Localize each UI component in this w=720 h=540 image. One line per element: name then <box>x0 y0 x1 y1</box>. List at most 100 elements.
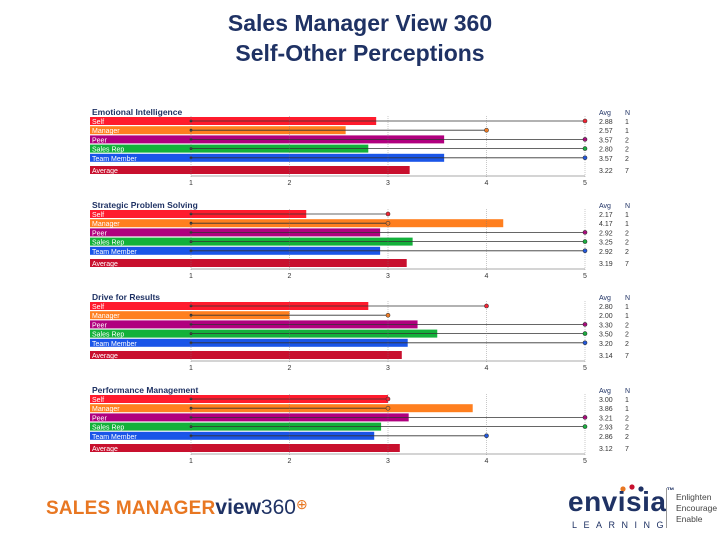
row-label: Team Member <box>92 249 137 256</box>
x-tick-label: 4 <box>485 180 489 187</box>
n-value: 2 <box>625 415 629 422</box>
x-tick-label: 5 <box>583 458 587 465</box>
row-label: Self <box>92 212 104 219</box>
x-tick-label: 4 <box>485 458 489 465</box>
avg-column-header: Avg <box>599 388 611 395</box>
page-title: Sales Manager View 360 Self-Other Percep… <box>0 8 720 68</box>
logo-dot <box>620 486 626 492</box>
envisia-learning-logo: envisia™ LEARNING Enlighten Encourage En… <box>568 482 718 538</box>
average-avg-value: 3.12 <box>599 446 613 453</box>
x-tick-label: 2 <box>288 365 292 372</box>
n-column-header: N <box>625 110 630 117</box>
range-end-point <box>484 433 489 439</box>
average-n-value: 7 <box>625 261 629 268</box>
avg-value: 2.57 <box>599 128 613 135</box>
chart-section-4: Performance Management Avg N Self 3.00 1 Manag… <box>90 385 630 465</box>
n-column-header: N <box>625 388 630 395</box>
range-start-point <box>189 231 193 234</box>
row-label: Manager <box>92 221 120 228</box>
x-tick-label: 1 <box>189 273 193 280</box>
x-tick-label: 4 <box>485 365 489 372</box>
average-avg-value: 3.19 <box>599 261 613 268</box>
tagline-2: Encourage <box>676 503 718 513</box>
row-label: Sales Rep <box>92 147 124 154</box>
chart-section-1: Emotional Intelligence Avg N Self 2.88 1 Manag… <box>90 107 630 187</box>
avg-value: 3.00 <box>599 397 613 404</box>
chart-title: Emotional Intelligence <box>92 107 182 117</box>
x-tick-label: 1 <box>189 180 193 187</box>
row-label: Team Member <box>92 156 137 163</box>
logo-taglines: Enlighten Encourage Enable <box>676 492 717 525</box>
avg-value: 3.30 <box>599 322 613 329</box>
avg-column-header: Avg <box>599 295 611 302</box>
range-start-point <box>189 434 193 438</box>
logo-dots-icon <box>620 484 644 492</box>
logo-text-view: view <box>215 496 261 519</box>
chart-section-3: Drive for Results Avg N Self 2.80 1 Manager 2.0… <box>90 292 630 372</box>
row-label: Manager <box>92 313 120 320</box>
average-avg-value: 3.14 <box>599 353 613 360</box>
logo-dot <box>638 486 644 492</box>
row-label: Sales Rep <box>92 240 124 247</box>
range-start-point <box>189 156 193 160</box>
range-end-point <box>582 137 588 142</box>
logo-plus-icon: ⊕ <box>295 496 308 512</box>
n-value: 2 <box>625 230 629 237</box>
avg-value: 3.25 <box>599 240 613 247</box>
n-value: 2 <box>625 249 629 256</box>
x-tick-label: 3 <box>386 273 390 280</box>
logo-text-360: 360 <box>260 496 296 519</box>
x-tick-label: 5 <box>583 273 587 280</box>
row-label: Manager <box>92 128 120 135</box>
n-value: 1 <box>625 397 629 404</box>
average-row-label: Average <box>92 353 118 360</box>
avg-column-header: Avg <box>599 203 611 210</box>
range-end-point <box>582 248 588 254</box>
avg-value: 2.88 <box>599 119 613 126</box>
x-tick-label: 2 <box>288 273 292 280</box>
logo-text-envisia: envisia <box>568 486 667 517</box>
n-value: 2 <box>625 137 629 144</box>
n-value: 2 <box>625 425 629 432</box>
average-n-value: 7 <box>625 168 629 175</box>
avg-value: 2.92 <box>599 249 613 256</box>
row-label: Peer <box>92 137 107 144</box>
x-tick-label: 5 <box>583 365 587 372</box>
bar-average <box>90 351 402 359</box>
n-value: 1 <box>625 212 629 219</box>
chart-title: Drive for Results <box>92 292 160 302</box>
range-start-point <box>189 416 193 419</box>
avg-column-header: Avg <box>599 110 611 117</box>
range-end-point <box>582 415 588 420</box>
average-n-value: 7 <box>625 353 629 360</box>
n-value: 1 <box>625 304 629 311</box>
trademark-symbol: ™ <box>666 486 675 495</box>
title-line-1: Sales Manager View 360 <box>227 10 493 36</box>
x-tick-label: 3 <box>386 365 390 372</box>
tagline-3: Enable <box>676 514 703 524</box>
avg-value: 2.17 <box>599 212 613 219</box>
avg-value: 2.92 <box>599 230 613 237</box>
range-start-point <box>189 323 193 326</box>
range-end-point <box>582 155 588 161</box>
chart-section-2: Strategic Problem Solving Avg N Self 2.17 1 Ma… <box>90 200 630 280</box>
x-tick-label: 2 <box>288 180 292 187</box>
avg-value: 3.57 <box>599 156 613 163</box>
avg-value: 3.50 <box>599 332 613 339</box>
n-value: 1 <box>625 119 629 126</box>
row-label: Peer <box>92 415 107 422</box>
perception-charts: Emotional Intelligence Avg N Self 2.88 1 Manag… <box>90 107 630 465</box>
n-value: 2 <box>625 156 629 163</box>
title-line-2: Self-Other Perceptions <box>235 40 485 66</box>
logo-dot <box>629 484 635 490</box>
x-tick-label: 1 <box>189 365 193 372</box>
n-column-header: N <box>625 295 630 302</box>
row-label: Team Member <box>92 341 137 348</box>
x-tick-label: 4 <box>485 273 489 280</box>
average-avg-value: 3.22 <box>599 168 613 175</box>
n-value: 1 <box>625 406 629 413</box>
avg-value: 3.20 <box>599 341 613 348</box>
row-label: Peer <box>92 230 107 237</box>
bar-average <box>90 166 410 174</box>
avg-value: 3.57 <box>599 137 613 144</box>
